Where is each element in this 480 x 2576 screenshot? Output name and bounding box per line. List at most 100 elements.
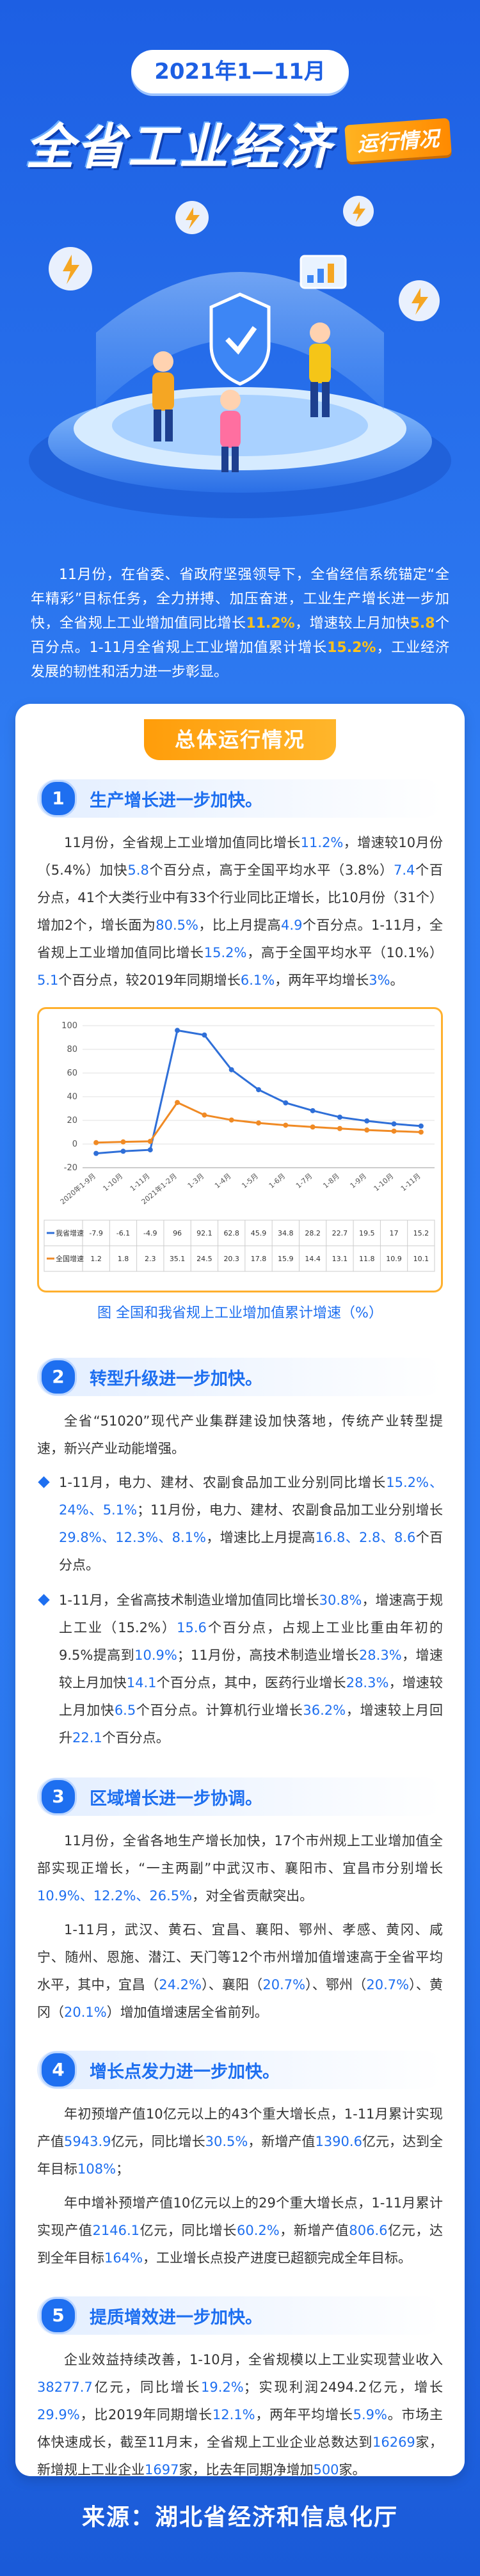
point	[310, 1124, 316, 1130]
paragraph: 年中增补预增产值10亿元以上的29个重大增长点，1-11月累计实现产值2146.…	[37, 2190, 443, 2272]
text-run: 个百分点，占规上工业比重由年初的9.5%提高到	[59, 1620, 443, 1663]
text-run: ，增速较10月份（5.4%）加快	[37, 835, 443, 878]
text-run: 亿元，同比增长	[111, 2134, 205, 2149]
table-value: 28.2	[305, 1229, 321, 1237]
section-number: 4	[40, 2051, 77, 2088]
section-title: 生产增长进一步加快。	[90, 790, 262, 811]
table-value: 62.8	[223, 1229, 239, 1237]
section-title: 提质增效进一步加快。	[90, 2307, 262, 2328]
point	[120, 1149, 126, 1154]
table-value: -7.9	[89, 1229, 102, 1237]
point	[283, 1122, 289, 1128]
point	[364, 1127, 370, 1133]
point	[391, 1121, 397, 1127]
chart-frame: -20 0 20 40 60 80 100 2020年1-9月 1-10月 1-11月 2021年1…	[37, 1007, 443, 1292]
point	[202, 1112, 207, 1118]
table-value: 34.8	[278, 1229, 294, 1237]
table-value: 20.3	[223, 1255, 239, 1263]
section: 4 增长点发力进一步加快。 年初预增产值10亿元以上的43个重大增长点，1-11月累…	[15, 2051, 465, 2290]
section-number: 1	[40, 780, 77, 817]
text-run: 亿元，同比增长	[139, 2223, 237, 2238]
x-tick-label: 1-8月	[321, 1172, 341, 1190]
table-value: 14.4	[305, 1255, 321, 1263]
point	[202, 1032, 207, 1038]
text-run: ，对全省贡献突出。	[192, 1888, 314, 1904]
section: 5 提质增效进一步加快。企业效益持续改善，1-10月，全省规模以上工业实现营业收入…	[15, 2296, 465, 2476]
text-run: ，增速高于规上工业（15.2%）	[59, 1593, 443, 1635]
y-tick-label: 60	[67, 1069, 77, 1078]
highlight: 38277.7	[37, 2380, 93, 2395]
highlight: 29.9%	[37, 2407, 80, 2422]
text-run: 家，比去年同期净增加	[179, 2462, 314, 2476]
x-tick-label: 1-11月	[129, 1172, 152, 1193]
date-range: 2021年1—11月	[131, 50, 349, 93]
x-tick-label: 1-9月	[349, 1172, 369, 1190]
text-run: 个百分点。1-11月全省规上工业增加值累计增长	[31, 616, 449, 656]
highlight: 22.1	[72, 1730, 102, 1745]
point	[283, 1100, 289, 1106]
section: 1 生产增长进一步加快。 11月份，全省规上工业增加值同比增长11.2%，增速较10…	[15, 779, 465, 1351]
table-value: 1.2	[90, 1255, 102, 1263]
x-tick-label: 1-11月	[399, 1172, 422, 1193]
main-title: 全省工业经济	[26, 118, 333, 175]
point	[256, 1120, 261, 1126]
x-tick-label: 1-3月	[186, 1172, 206, 1190]
text-run: ，两年平均增长	[255, 2407, 353, 2422]
table-value: 1.8	[118, 1255, 129, 1263]
bullet-item: 1-11月，电力、建材、农副食品加工业分别同比增长15.2%、24%、5.1%；…	[37, 1469, 443, 1579]
point	[418, 1123, 424, 1129]
text-run: 企业效益持续改善，1-10月，全省规模以上工业实现营业收入	[64, 2352, 443, 2367]
section-number: 5	[40, 2297, 77, 2334]
point	[337, 1115, 342, 1120]
source: 来源：湖北省经济和信息化厅	[81, 2504, 398, 2531]
text-run: ，增速较上月加快	[59, 1675, 444, 1718]
paragraph: 11月份，全省规上工业增加值同比增长11.2%，增速较10月份（5.4%）加快5…	[37, 829, 443, 994]
highlight: 2146.1	[92, 2223, 140, 2238]
section-header: 1 生产增长进一步加快。	[37, 779, 443, 818]
table-value: 22.7	[332, 1229, 348, 1237]
highlight: 29.8%、12.3%、8.1%	[59, 1530, 206, 1545]
highlight: 10.9%、12.2%、26.5%	[37, 1888, 193, 1904]
chart-caption: 图 全国和我省规上工业增加值累计增速（%）	[97, 1305, 383, 1321]
text-run: ，两年平均增长	[275, 973, 369, 988]
text-run: ；实现利润2494.2亿元，增长	[243, 2380, 443, 2395]
text-run: 个百分点。	[102, 1730, 170, 1745]
highlight: 7.4	[393, 863, 415, 878]
point	[337, 1125, 342, 1131]
text-run: ，比2019年同期增长	[79, 2407, 212, 2422]
highlight: 11.2%	[300, 835, 344, 850]
highlight: 28.3%	[346, 1675, 389, 1690]
text-run: 个百分点，较2019年同期增长	[58, 973, 241, 988]
highlight: 4.9	[281, 918, 303, 933]
text-run: 11月份，全省各地生产增长加快，17个市州规上工业增加值全部实现正增长，“一主两…	[37, 1833, 443, 1876]
highlight: 164%	[104, 2250, 143, 2266]
table-value: 96	[173, 1229, 182, 1237]
section-banner: 总体运行情况	[144, 719, 336, 760]
point	[120, 1139, 126, 1145]
text-run: 家。	[339, 2462, 366, 2476]
text-run: ；11月份，高技术制造业增长	[177, 1648, 359, 1663]
text-run: 家，新增规上工业企业	[37, 2435, 443, 2476]
paragraph: 全省“51020”现代产业集群建设加快落地，传统产业转型提速，新兴产业动能增强。	[37, 1408, 443, 1463]
highlight: 5.8	[410, 616, 435, 632]
x-tick-label: 1-6月	[268, 1172, 287, 1190]
text-run: 个百分点，41个大类行业中有33个行业同比正增长，比10月份（31个）增加2个，…	[37, 863, 443, 933]
intro-paragraph: 11月份，在省委、省政府坚强领导下，全省经信系统锚定“全年精彩”目标任务，全力拼…	[31, 563, 449, 685]
text-run: ，增速比上月提高	[205, 1530, 316, 1545]
text-run: ，工业经济发展的韧性和活力进一步彰显。	[31, 640, 449, 680]
text-run: ，增速较上月加快	[59, 1648, 443, 1690]
text-run: ；11月份，电力、建材、农副食品加工业分别增长	[137, 1502, 443, 1518]
section-header: 5 提质增效进一步加快。	[37, 2296, 443, 2335]
highlight: 20.1%	[64, 2005, 107, 2020]
highlight: 3%	[369, 973, 390, 988]
text-run: ）、黄冈（	[37, 1977, 444, 2020]
paragraph: 年初预增产值10亿元以上的43个重大增长点，1-11月累计实现产值5943.9亿…	[37, 2101, 443, 2183]
table-value: 10.9	[386, 1255, 402, 1263]
y-tick-label: 20	[67, 1116, 77, 1125]
highlight: 16.8、2.8、8.6	[315, 1530, 416, 1545]
point	[310, 1108, 316, 1113]
text-run: 1-11月，武汉、黄石、宜昌、襄阳、鄂州、孝感、黄冈、咸宁、随州、恩施、潜江、天…	[37, 1922, 443, 1992]
text-run: ）、襄阳（	[201, 1977, 263, 1992]
table-value: -6.1	[116, 1229, 130, 1237]
